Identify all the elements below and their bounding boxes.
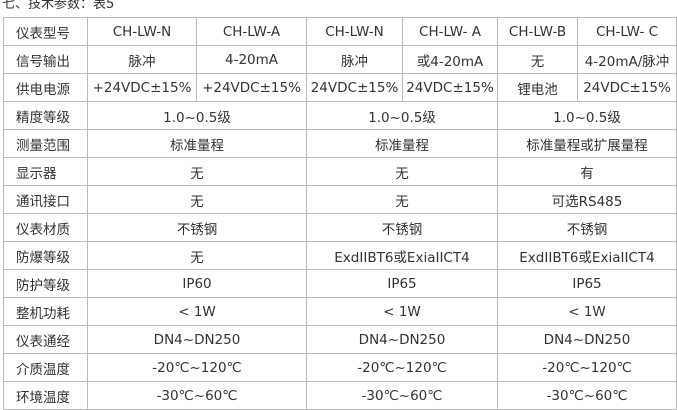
row-label: 精度等级 (3, 101, 88, 130)
table-cell: 标准量程 (87, 129, 307, 158)
table-row: 仪表通经 DN4~DN250 DN4~DN250 DN4~DN250 (3, 325, 677, 354)
table-cell: 无 (497, 45, 578, 74)
table-cell: 无 (87, 241, 307, 270)
table-cell: 不锈钢 (497, 213, 677, 242)
table-cell: CH-LW-A (196, 17, 307, 46)
row-label: 通讯接口 (3, 185, 88, 214)
table-cell: 脉冲 (306, 45, 403, 74)
table-cell: 无 (306, 157, 498, 186)
table-cell: DN4~DN250 (497, 325, 677, 354)
table-cell: 无 (306, 185, 498, 214)
table-cell: 可选RS485 (497, 185, 677, 214)
table-cell: CH-LW-N (306, 17, 403, 46)
table-cell: 1.0~0.5级 (87, 101, 307, 130)
table-cell: 无 (87, 157, 307, 186)
table-cell: 1.0~0.5级 (497, 101, 677, 130)
row-label: 防护等级 (3, 269, 88, 298)
table-cell: 标准量程或扩展量程 (497, 129, 677, 158)
table-cell: CH-LW- A (402, 17, 498, 46)
table-cell: 无 (87, 185, 307, 214)
table-cell: 锂电池 (497, 73, 578, 102)
table-cell: IP60 (87, 269, 307, 298)
row-label: 显示器 (3, 157, 88, 186)
row-label: 仪表材质 (3, 213, 88, 242)
table-cell: < 1W (87, 297, 307, 326)
table-cell: 4-20mA/脉冲 (577, 45, 677, 74)
table-cell: -20℃~120℃ (306, 353, 498, 382)
table-row: 防爆等级无 ExdIIBT6或ExiaIICT4 ExdIIBT6或ExiaIICT… (3, 241, 677, 270)
row-label: 供电电源 (3, 73, 88, 102)
table-cell: -30℃~60℃ (497, 381, 677, 410)
table-cell: < 1W (306, 297, 498, 326)
row-label: 介质温度 (3, 353, 88, 382)
table-cell: DN4~DN250 (87, 325, 307, 354)
table-cell: 1.0~0.5级 (306, 101, 498, 130)
table-cell: 4-20mA (196, 45, 307, 74)
table-cell: +24VDC±15% (87, 73, 197, 102)
row-label: 防爆等级 (3, 241, 88, 270)
row-label: 环境温度 (3, 381, 88, 410)
table-cell: 不锈钢 (306, 213, 498, 242)
table-row: 精度等级 1.0~0.5级 1.0~0.5级 1.0~0.5级 (3, 101, 677, 130)
table-cell: +24VDC±15% (196, 73, 307, 102)
table-row: 环境温度 -30℃~60℃ -30℃~60℃ -30℃~60℃ (3, 381, 677, 410)
table-row: 显示器无无有 (3, 157, 677, 186)
table-row: 防护等级 IP60 IP65 IP65 (3, 269, 677, 298)
table-row: 供电电源 +24VDC±15% +24VDC±15% 24VDC±15% 24VDC±1… (3, 73, 677, 102)
table-row: 介质温度 -20℃~120℃ -20℃~120℃ -20℃~120℃ (3, 353, 677, 382)
table-row: 通讯接口无无可选RS485 (3, 185, 677, 214)
table-cell: -20℃~120℃ (497, 353, 677, 382)
table-cell: 脉冲 (87, 45, 197, 74)
row-label: 测量范围 (3, 129, 88, 158)
table-cell: ExdIIBT6或ExiaIICT4 (497, 241, 677, 270)
table-row: 仪表型号 CH-LW-N CH-LW-A CH-LW-N CH-LW- A CH-LW-B… (3, 17, 677, 46)
table-cell: DN4~DN250 (306, 325, 498, 354)
spec-table: 仪表型号 CH-LW-N CH-LW-A CH-LW-N CH-LW- A CH-LW-B… (3, 17, 677, 410)
table-row: 测量范围 标准量程 标准量程 标准量程或扩展量程 (3, 129, 677, 158)
table-cell: ExdIIBT6或ExiaIICT4 (306, 241, 498, 270)
table-cell: 标准量程 (306, 129, 498, 158)
row-label: 仪表型号 (3, 17, 88, 46)
table-row: 仪表材质 不锈钢 不锈钢 不锈钢 (3, 213, 677, 242)
table-cell: CH-LW-N (87, 17, 197, 46)
table-cell: < 1W (497, 297, 677, 326)
row-label: 仪表通经 (3, 325, 88, 354)
table-cell: -30℃~60℃ (87, 381, 307, 410)
section-title: 七、技术参数：表5 (2, 0, 115, 12)
table-row: 整机功耗 < 1W < 1W < 1W (3, 297, 677, 326)
table-cell: 有 (497, 157, 677, 186)
table-cell: IP65 (306, 269, 498, 298)
table-cell: -20℃~120℃ (87, 353, 307, 382)
table-cell: CH-LW-B (497, 17, 578, 46)
table-cell: 24VDC±15% (402, 73, 498, 102)
table-cell: 不锈钢 (87, 213, 307, 242)
table-row: 信号输出 脉冲 4-20mA 脉冲 或4-20mA 无 4-20mA/脉冲 (3, 45, 677, 74)
row-label: 信号输出 (3, 45, 88, 74)
row-label: 整机功耗 (3, 297, 88, 326)
table-cell: 24VDC±15% (306, 73, 403, 102)
table-cell: 24VDC±15% (577, 73, 677, 102)
table-cell: -30℃~60℃ (306, 381, 498, 410)
table-cell: IP65 (497, 269, 677, 298)
table-cell: CH-LW- C (577, 17, 677, 46)
table-cell: 或4-20mA (402, 45, 498, 74)
